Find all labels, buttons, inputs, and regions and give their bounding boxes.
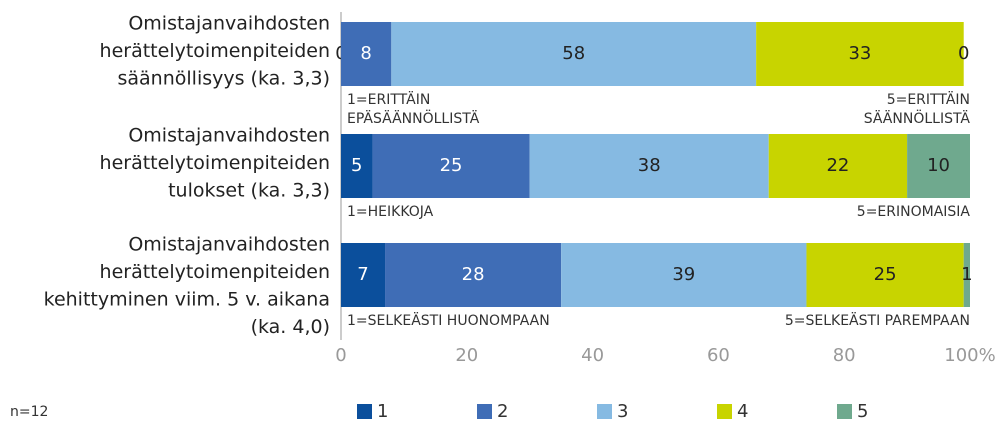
scale-label-high: 5=SELKEÄSTI PAREMPAAN	[785, 311, 970, 329]
value-label: 25	[874, 264, 897, 285]
category-label: herättelytoimenpiteiden	[100, 40, 330, 62]
legend-label: 4	[737, 401, 748, 422]
scale-label-low: 1=SELKEÄSTI HUONOMPAAN	[347, 311, 550, 329]
value-label: 1	[961, 264, 972, 285]
value-label: 0	[958, 43, 969, 64]
legend-swatch	[597, 404, 612, 419]
value-label: 33	[848, 43, 871, 64]
bar-segment	[561, 243, 807, 307]
category-label: Omistajanvaihdosten	[128, 125, 330, 147]
value-label: 28	[462, 264, 485, 285]
scale-label-high: 5=ERITTÄIN	[887, 90, 970, 108]
category-label: kehittyminen viim. 5 v. aikana	[44, 289, 330, 311]
category-label: Omistajanvaihdosten	[128, 234, 330, 256]
category-label: Omistajanvaihdosten	[128, 13, 330, 35]
legend-swatch	[837, 404, 852, 419]
category-label: herättelytoimenpiteiden	[100, 152, 330, 174]
bar-segment	[341, 243, 386, 307]
x-tick-label: 0	[335, 345, 346, 366]
legend-label: 5	[857, 401, 868, 422]
bar-segment	[391, 22, 757, 86]
bar-segment	[341, 134, 373, 198]
scale-label-low: 1=HEIKKOJA	[347, 204, 434, 220]
bar-segment	[372, 134, 530, 198]
legend-swatch	[477, 404, 492, 419]
legend-swatch	[717, 404, 732, 419]
x-tick-label: 40	[581, 345, 604, 366]
scale-label-high: SÄÄNNÖLLISTÄ	[864, 109, 971, 127]
legend-label: 2	[497, 401, 508, 422]
category-label: (ka. 4,0)	[251, 316, 330, 338]
x-tick-label: 60	[707, 345, 730, 366]
scale-label-high: 5=ERINOMAISIA	[857, 204, 971, 220]
value-label: 7	[357, 264, 368, 285]
bar-segment	[768, 134, 908, 198]
legend-swatch	[357, 404, 372, 419]
value-label: 10	[927, 155, 950, 176]
note: n=12	[10, 404, 48, 420]
x-tick-label: 20	[455, 345, 478, 366]
bar-segment	[529, 134, 769, 198]
x-tick-label: 100%	[944, 345, 995, 366]
category-label: tulokset (ka. 3,3)	[168, 180, 330, 202]
value-label: 8	[360, 43, 371, 64]
legend-label: 1	[377, 401, 388, 422]
category-label: herättelytoimenpiteiden	[100, 261, 330, 283]
scale-label-low: EPÄSÄÄNNÖLLISTÄ	[347, 109, 480, 127]
bar-segment	[756, 22, 964, 86]
value-label: 25	[440, 155, 463, 176]
value-label: 38	[638, 155, 661, 176]
scale-label-low: 1=ERITTÄIN	[347, 90, 430, 108]
x-tick-label: 80	[833, 345, 856, 366]
value-label: 5	[351, 155, 362, 176]
value-label: 39	[672, 264, 695, 285]
bar-segment	[963, 243, 970, 307]
category-label: säännöllisyys (ka. 3,3)	[118, 68, 331, 90]
bar-segment	[806, 243, 964, 307]
value-label: 58	[562, 43, 585, 64]
bar-segment	[341, 22, 392, 86]
bar-segment	[385, 243, 562, 307]
bar-segment	[907, 134, 970, 198]
value-label: 22	[826, 155, 849, 176]
legend-label: 3	[617, 401, 628, 422]
